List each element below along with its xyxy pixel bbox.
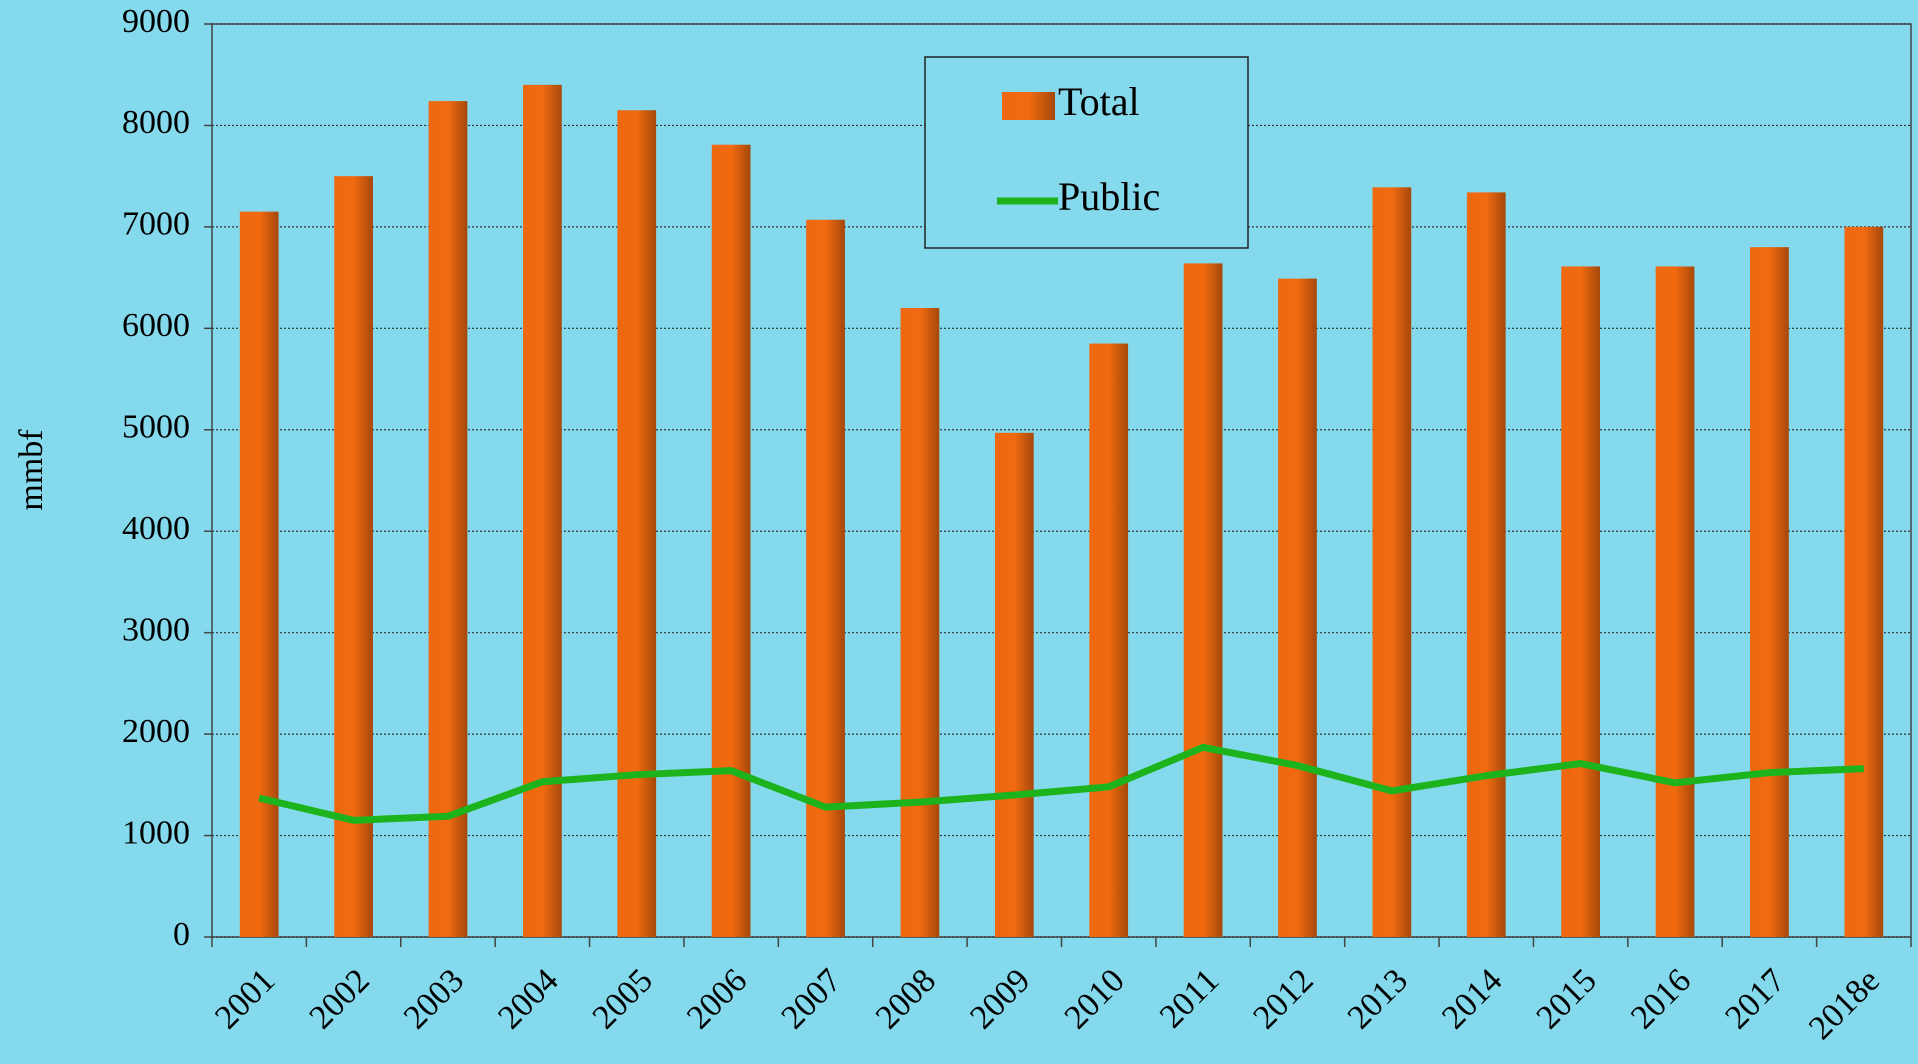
line <box>258 743 1864 824</box>
bar-shade <box>1278 278 1317 937</box>
bar-shade <box>617 110 657 937</box>
y-tick-label: 0 <box>173 916 190 953</box>
bar-shade <box>523 84 562 937</box>
legend-swatch-shade <box>1002 92 1055 120</box>
y-tick-label: 5000 <box>122 409 190 446</box>
y-tick-label: 8000 <box>122 104 190 141</box>
bar-shade <box>806 219 845 937</box>
bar-shade <box>1561 266 1600 937</box>
bar-shade <box>428 101 468 937</box>
bar-shade <box>1372 187 1412 937</box>
bar-shade <box>900 308 940 937</box>
bar-shade <box>711 144 751 938</box>
bar-shade <box>1183 263 1223 937</box>
y-tick-label: 3000 <box>122 611 190 648</box>
y-tick-label: 1000 <box>122 814 190 851</box>
bar-shade <box>1655 266 1695 937</box>
y-tick-label: 4000 <box>122 510 190 547</box>
bar-shade <box>239 211 279 937</box>
bar-shade <box>1844 226 1884 937</box>
y-tick-label: 2000 <box>122 713 190 750</box>
bar-shade <box>334 176 373 937</box>
bar-shade <box>1466 192 1506 938</box>
legend-box <box>924 56 1249 249</box>
y-tick-label: 7000 <box>122 206 190 243</box>
bar-shade <box>1089 343 1129 937</box>
legend-label: Public <box>1058 174 1160 219</box>
y-tick-label: 6000 <box>122 307 190 344</box>
y-tick-label: 9000 <box>122 3 190 40</box>
bar-shade <box>1750 247 1789 937</box>
bar-shade <box>994 432 1034 937</box>
y-axis-label: mmbf <box>13 429 50 511</box>
legend-label: Total <box>1058 79 1140 124</box>
